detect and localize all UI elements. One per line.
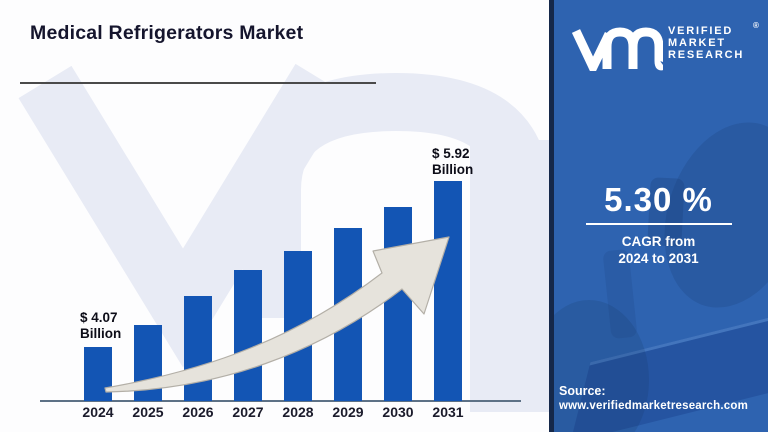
title-underline: [20, 82, 376, 84]
source-block: Source: www.verifiedmarketresearch.com: [559, 383, 748, 414]
source-label: Source:: [559, 384, 606, 398]
bar-2030: [384, 207, 412, 401]
x-tick-2030: 2030: [382, 404, 414, 420]
vmr-watermark-icon: [18, 63, 549, 412]
value-label-2031: $ 5.92 Billion: [432, 146, 474, 177]
x-axis-line: [40, 400, 521, 402]
bar-2024: [84, 347, 112, 401]
bar-2026: [184, 296, 212, 401]
bar-2028: [284, 251, 312, 401]
cagr-value: 5.30 %: [604, 181, 713, 218]
x-tick-2031: 2031: [432, 404, 464, 420]
cagr-block: 5.30 % CAGR from 2024 to 2031: [549, 183, 768, 267]
bar-2031: [434, 181, 462, 401]
x-tick-2026: 2026: [182, 404, 214, 420]
vmr-logo-text: VERIFIED MARKET RESEARCH: [668, 25, 745, 61]
brand-panel: VERIFIED MARKET RESEARCH ® 5.30 % CAGR f…: [549, 0, 768, 432]
panel-accent-strip: [549, 0, 554, 432]
bar-2027: [234, 270, 262, 401]
value-label-2024: $ 4.07 Billion: [80, 310, 122, 341]
bar-2025: [134, 325, 162, 401]
cagr-label: CAGR from 2024 to 2031: [618, 234, 699, 266]
page-title: Medical Refrigerators Market: [30, 22, 304, 44]
x-tick-2025: 2025: [132, 404, 164, 420]
cagr-underline: [585, 223, 732, 225]
vmr-monogram-icon: [571, 27, 663, 71]
bar-2029: [334, 228, 362, 401]
x-tick-2024: 2024: [82, 404, 114, 420]
registered-trademark: ®: [753, 21, 759, 30]
chart-area: Medical Refrigerators Market 2024 2025 202…: [18, 22, 549, 420]
x-tick-2028: 2028: [282, 404, 314, 420]
source-url-link[interactable]: www.verifiedmarketresearch.com: [559, 400, 749, 412]
x-tick-2029: 2029: [332, 404, 364, 420]
growth-arrow-icon: [104, 236, 450, 393]
x-tick-2027: 2027: [232, 404, 264, 420]
